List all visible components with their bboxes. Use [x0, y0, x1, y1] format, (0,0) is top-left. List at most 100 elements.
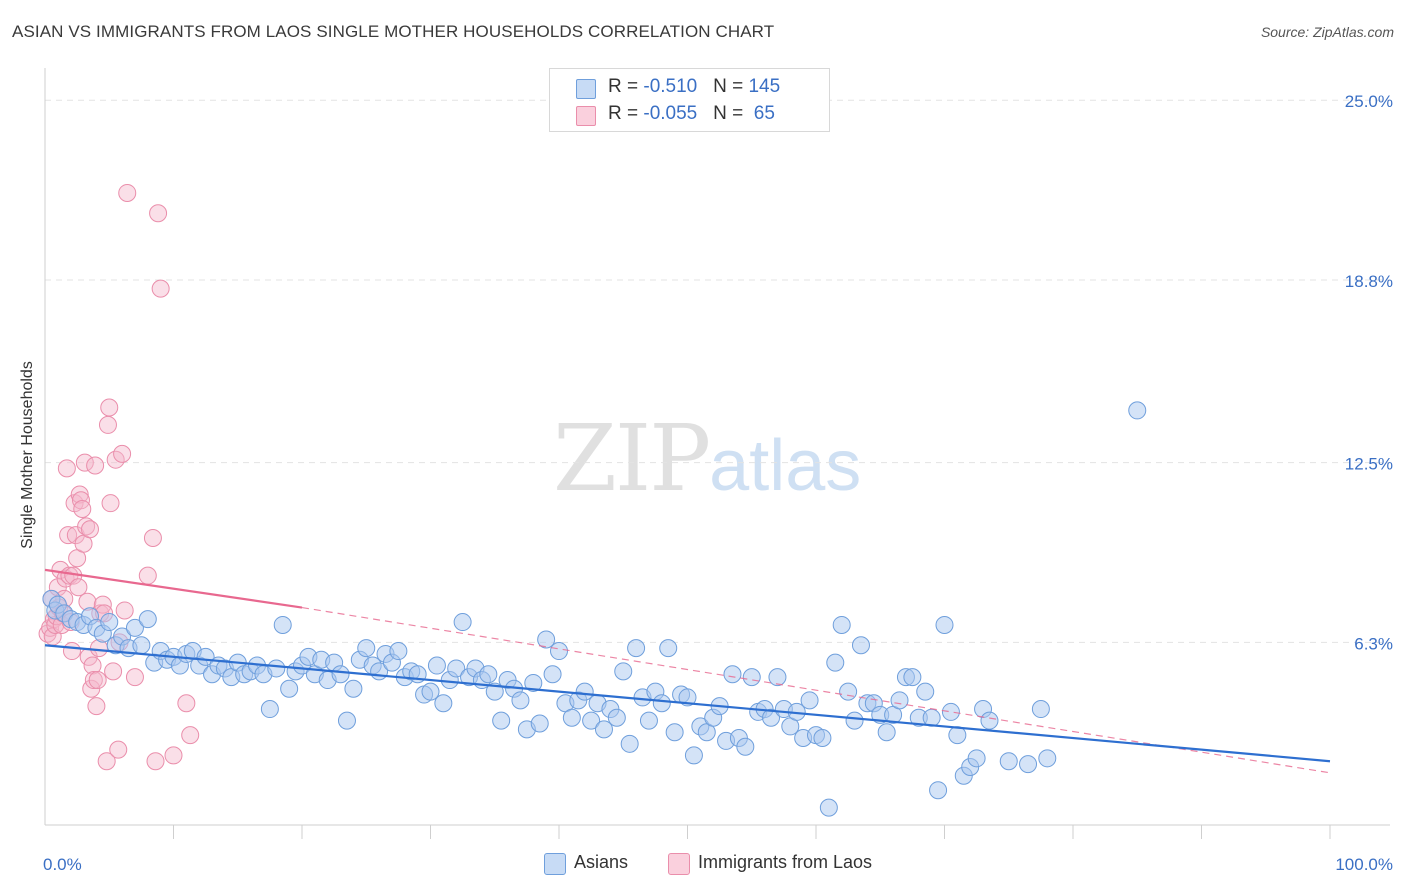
asians-point	[562, 708, 581, 727]
source-credit: Source: ZipAtlas.com	[1260, 24, 1394, 40]
asians-point	[125, 618, 144, 637]
laos-point	[59, 526, 78, 545]
asians-point	[550, 642, 568, 661]
asians-point	[665, 723, 684, 742]
laos-point	[151, 279, 170, 298]
asians-point	[537, 630, 556, 649]
asians-point	[594, 720, 613, 739]
bottom-legend-label-laos: Immigrants from Laos	[698, 852, 873, 872]
asians-point	[652, 694, 671, 713]
asians-point	[447, 659, 466, 678]
asians-point	[273, 615, 292, 634]
asians-point	[543, 665, 562, 684]
asians-point	[819, 798, 838, 817]
asians-point	[890, 691, 909, 710]
asians-point	[768, 668, 787, 687]
laos-point	[62, 642, 81, 661]
asians-point	[1038, 749, 1057, 768]
asians-point	[851, 636, 870, 655]
zipatlas-watermark: ZIPatlas	[553, 405, 861, 512]
laos-point	[88, 671, 107, 690]
asians-point	[839, 682, 858, 701]
asians-point	[813, 729, 832, 748]
laos-point	[87, 697, 106, 716]
asians-point	[659, 639, 678, 658]
asians-point	[1128, 401, 1147, 420]
asians-point	[980, 711, 999, 730]
asians-point	[434, 694, 453, 713]
laos-point	[97, 752, 116, 771]
y-tick-label: 18.8%	[1345, 272, 1393, 291]
y-tick-label: 6.3%	[1354, 634, 1393, 653]
bottom-legend-label-asians: Asians	[574, 852, 629, 872]
asians-point	[357, 639, 376, 658]
asians-point	[575, 682, 594, 701]
watermark-zip: ZIP	[553, 405, 711, 512]
asians-point	[736, 737, 755, 756]
laos-point	[113, 444, 132, 463]
y-axis-label: Single Mother Households	[19, 361, 36, 549]
asians-point	[903, 668, 922, 687]
laos-point	[177, 694, 196, 713]
asians-point	[511, 691, 530, 710]
asians-point	[260, 700, 279, 719]
laos-point	[73, 499, 92, 518]
legend-r-value-asians: -0.510	[643, 76, 698, 97]
asians-point	[639, 711, 658, 730]
asians-point	[453, 613, 472, 632]
asians-point	[916, 682, 935, 701]
laos-point	[80, 520, 99, 539]
asians-point	[967, 749, 986, 768]
asians-point	[800, 691, 819, 710]
laos-point	[83, 656, 102, 675]
laos-point	[125, 668, 144, 687]
asians-point	[582, 711, 601, 730]
x-tick-label: 0.0%	[43, 855, 82, 874]
asians-point	[845, 711, 864, 730]
asians-point	[485, 682, 504, 701]
laos-point	[75, 453, 94, 472]
legend-r-label: R =	[608, 76, 644, 97]
legend-n-value-laos: 65	[748, 103, 775, 124]
asians-point	[607, 708, 626, 727]
correlation-legend: R = -0.510 N = 145 R = -0.055 N = 65	[549, 68, 830, 132]
asians-point	[138, 610, 157, 629]
asians-point	[344, 679, 363, 698]
asians-point	[421, 682, 440, 701]
asians-point	[1019, 755, 1038, 774]
asians-point	[941, 702, 960, 721]
asians-point	[826, 653, 845, 672]
asians-point	[627, 639, 646, 658]
laos-point	[84, 671, 103, 690]
laos-point	[181, 726, 200, 745]
laos-point	[86, 456, 105, 475]
laos-point	[98, 415, 117, 434]
asians-point	[684, 746, 703, 765]
asians-point	[427, 656, 446, 675]
bottom-legend-swatch-asians	[544, 853, 566, 875]
asians-point	[280, 679, 299, 698]
y-tick-label: 25.0%	[1345, 92, 1393, 111]
legend-r-label: R =	[608, 103, 644, 124]
laos-point	[143, 528, 162, 547]
asians-point	[614, 662, 633, 681]
asians-point	[267, 659, 286, 678]
laos-trendline	[44, 568, 303, 609]
laos-point	[101, 494, 120, 513]
asians-point	[524, 673, 543, 692]
legend-swatch-laos	[576, 106, 596, 126]
laos-point	[149, 204, 168, 223]
laos-point	[70, 485, 89, 504]
legend-n-label: N =	[713, 103, 749, 124]
asians-point	[832, 615, 851, 634]
laos-point	[164, 746, 183, 765]
y-tick-label: 12.5%	[1345, 455, 1393, 474]
asians-point	[100, 613, 119, 632]
laos-point	[115, 601, 134, 620]
asians-point	[132, 636, 151, 655]
asians-point	[1031, 700, 1050, 719]
bottom-legend-swatch-laos	[668, 853, 690, 875]
laos-point	[57, 459, 76, 478]
watermark-atlas: atlas	[709, 426, 862, 506]
